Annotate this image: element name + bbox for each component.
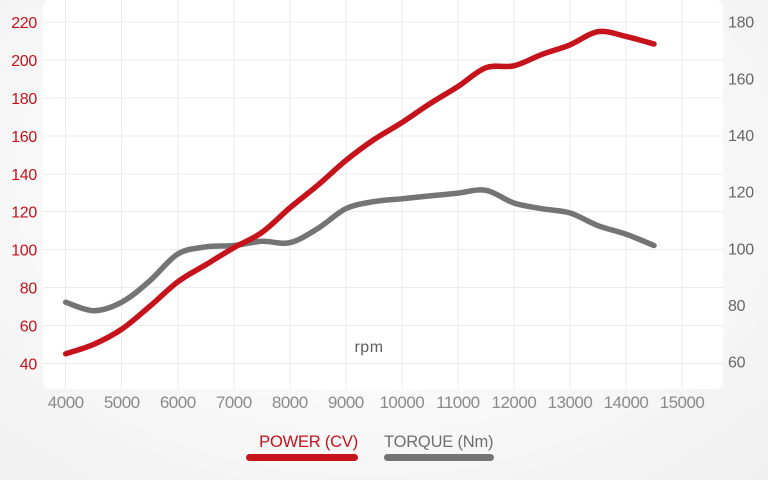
power-curve [62, 28, 657, 357]
x-axis-tick-label: 8000 [272, 393, 308, 412]
y-axis-left-tick-label: 160 [11, 129, 37, 146]
chart-legend: POWER (CV) TORQUE (Nm) [0, 433, 768, 467]
legend-item-power[interactable]: POWER (CV) [246, 433, 358, 461]
y-axis-right-tick-label: 80 [728, 298, 746, 315]
gridlines [43, 0, 723, 389]
y-axis-left-tick-label: 200 [11, 53, 37, 70]
y-axis-right-tick-label: 60 [728, 355, 746, 372]
y-axis-left-tick-label: 80 [20, 281, 38, 298]
legend-swatch-torque [384, 454, 494, 461]
x-axis-tick-label: 9000 [328, 393, 364, 412]
x-axis-tick-label: 14000 [604, 393, 649, 412]
x-axis-tick-label: 11000 [436, 393, 480, 412]
y-axis-left-tick-label: 60 [20, 318, 38, 335]
y-axis-left-tick-label: 220 [11, 15, 37, 32]
legend-swatch-power [246, 454, 358, 461]
legend-label-torque: TORQUE (Nm) [384, 433, 494, 451]
legend-item-torque[interactable]: TORQUE (Nm) [384, 433, 494, 461]
x-axis-tick-label: 15000 [660, 393, 705, 412]
legend-label-power: POWER (CV) [259, 433, 358, 451]
torque-curve [62, 187, 657, 314]
x-axis-tick-label: 5000 [104, 393, 140, 412]
x-axis-tick-label: 12000 [492, 393, 537, 412]
y-axis-left-tick-label: 140 [11, 167, 37, 184]
x-axis-labels: 4000 5000 6000 7000 8000 9000 10000 11000 12000 1… [48, 393, 705, 412]
y-axis-right-labels: 180 160 140 120 100 80 60 [728, 15, 754, 372]
y-axis-left-tick-label: 180 [11, 91, 37, 108]
x-axis-title: rpm [354, 339, 383, 356]
plot-area [43, 0, 723, 389]
y-axis-left-tick-label: 120 [11, 205, 37, 222]
y-axis-right-tick-label: 140 [728, 128, 754, 145]
y-axis-right-tick-label: 160 [728, 71, 754, 88]
x-axis-tick-label: 6000 [160, 393, 196, 412]
x-axis-tick-label: 10000 [379, 393, 424, 412]
y-axis-right-tick-label: 180 [728, 15, 754, 32]
y-axis-right-tick-label: 100 [728, 241, 754, 258]
y-axis-right-tick-label: 120 [728, 185, 754, 202]
x-axis-tick-label: 7000 [216, 393, 252, 412]
y-axis-left-tick-label: 100 [11, 243, 37, 260]
y-axis-left-tick-label: 40 [20, 356, 38, 373]
y-axis-left-labels: 220 200 180 160 140 120 100 80 60 40 [11, 15, 37, 373]
x-axis-tick-label: 13000 [548, 393, 593, 412]
x-axis-tick-label: 4000 [48, 393, 84, 412]
